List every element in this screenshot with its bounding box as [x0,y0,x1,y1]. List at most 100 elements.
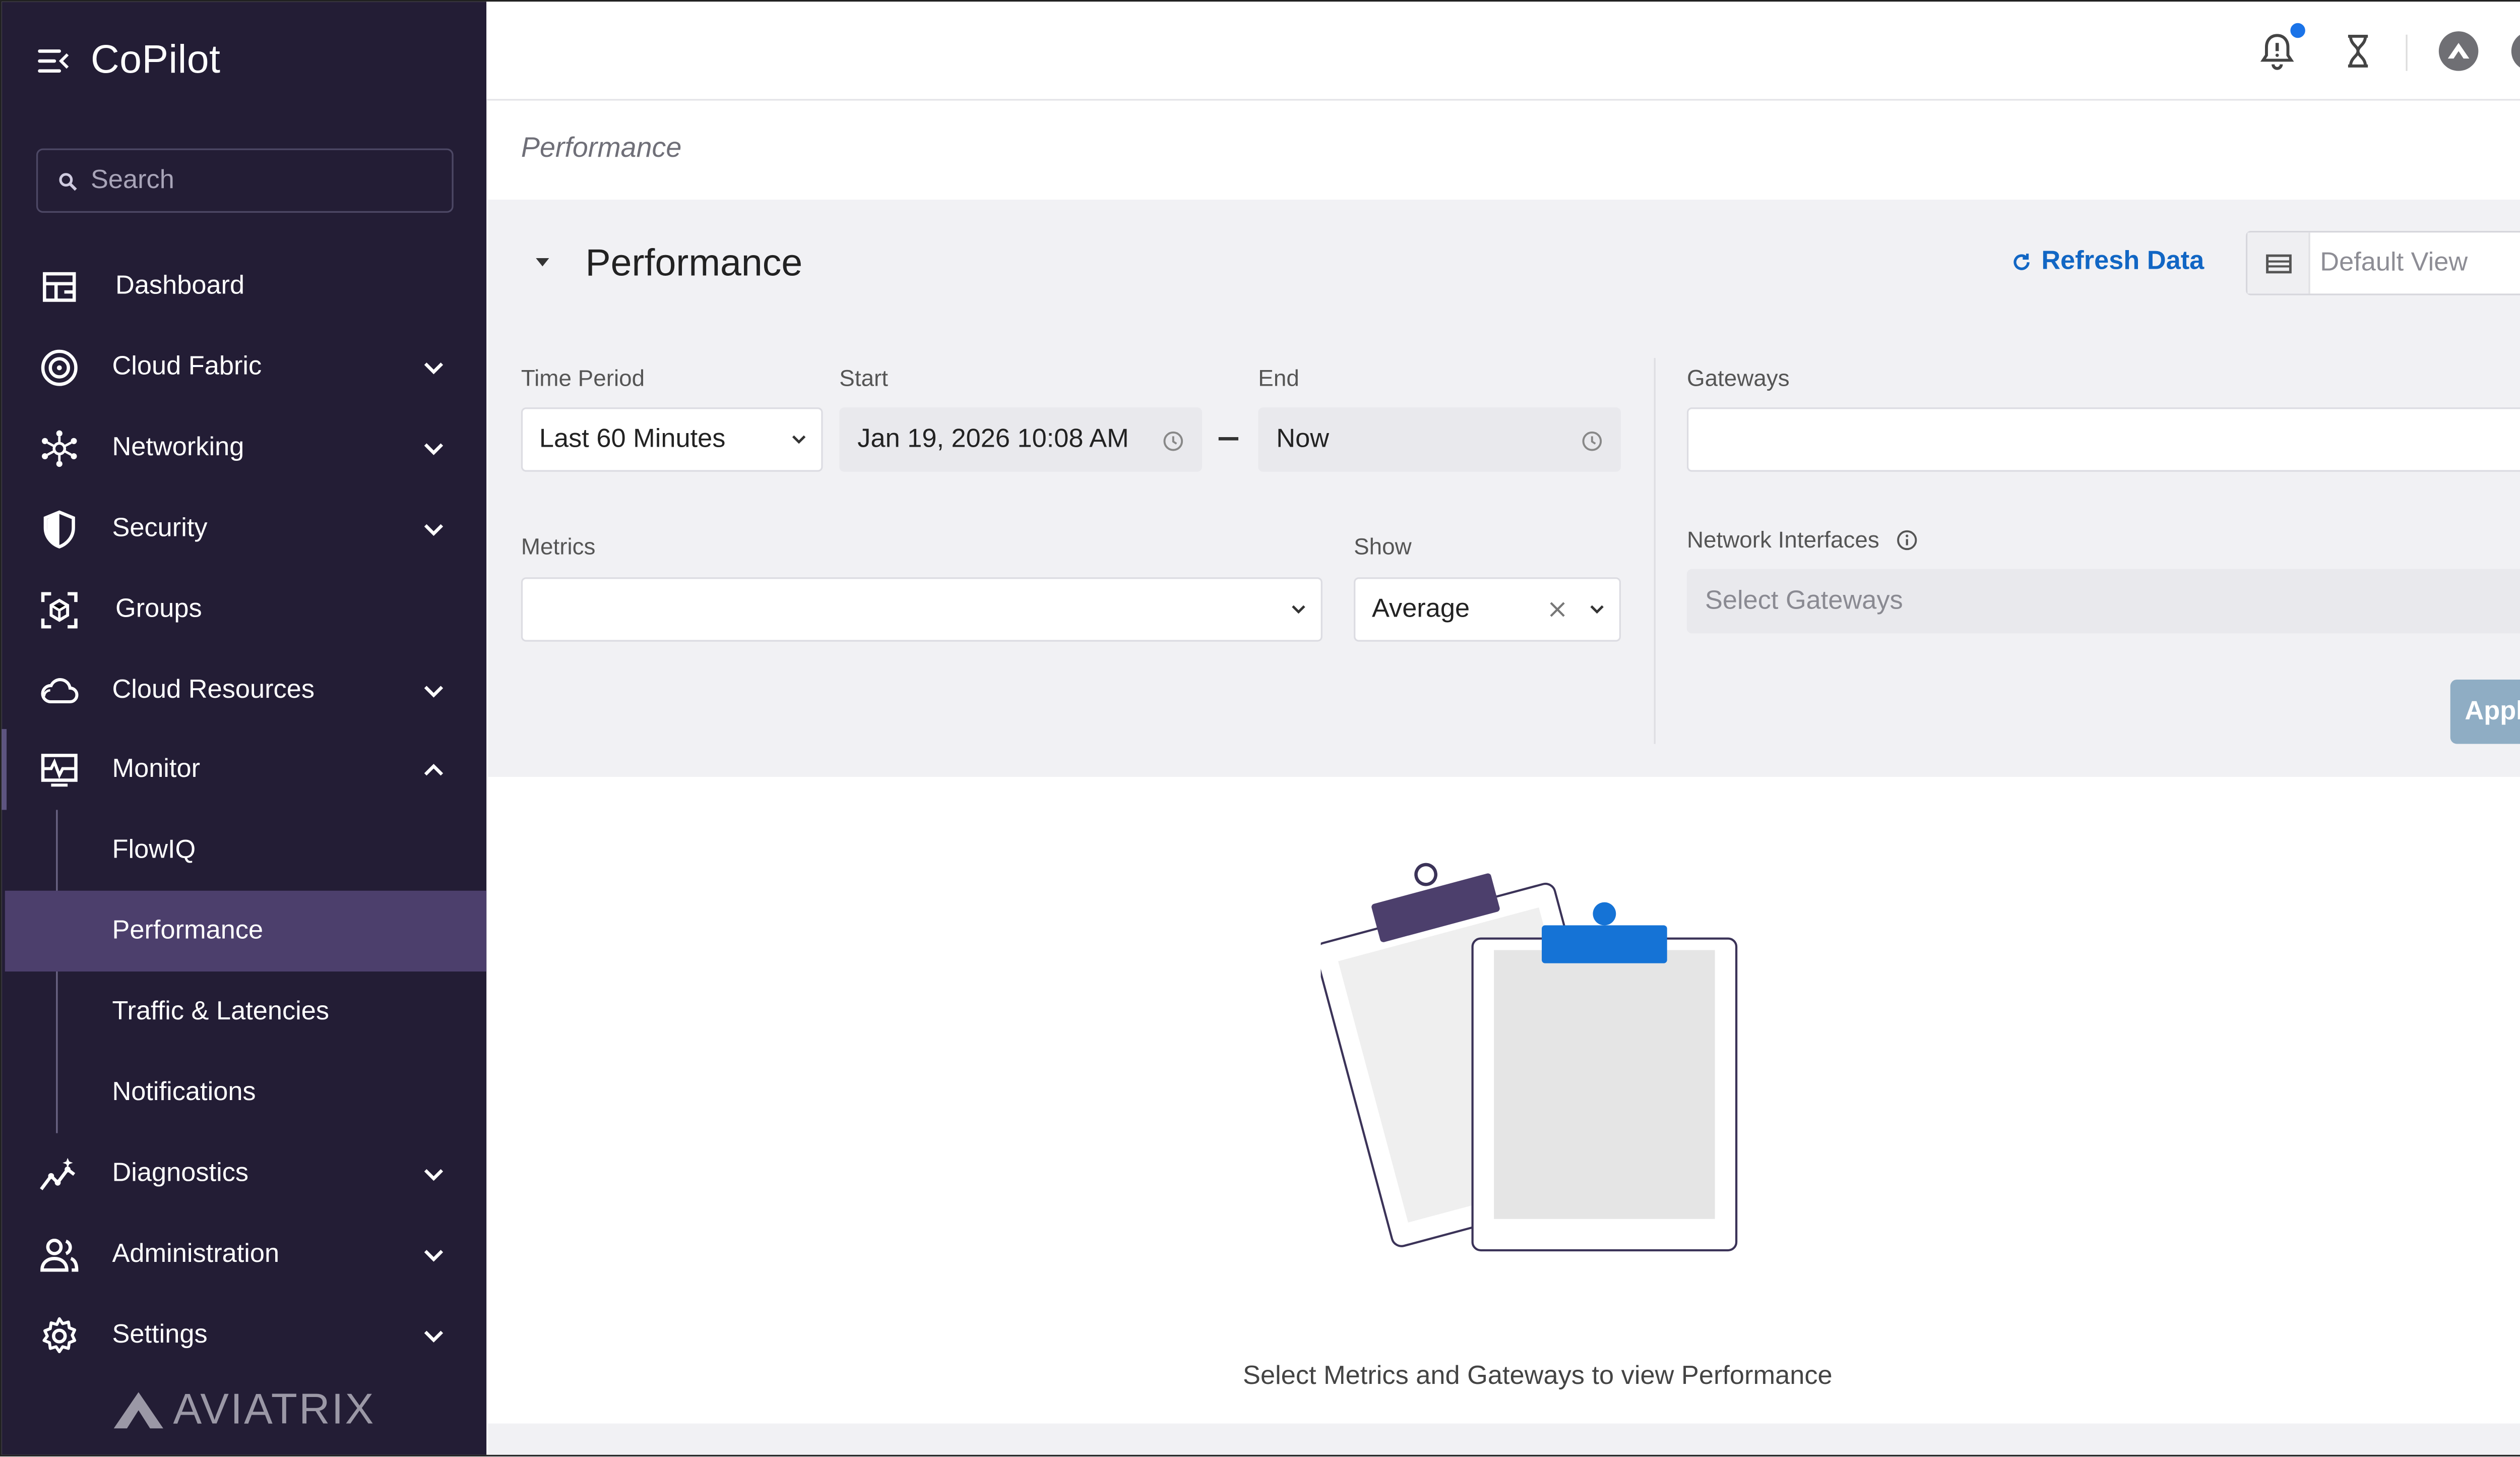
show-select[interactable]: Average [1354,577,1621,642]
chevron-down-icon [1590,605,1604,614]
sidebar-subitem-label: Traffic & Latencies [112,997,330,1025]
time-period-label: Time Period [521,365,645,391]
sidebar-item-label: Cloud Fabric [112,352,262,381]
panel-divider [1654,357,1656,744]
chevron-down-icon [424,361,444,374]
aviatrix-logo: AVIATRIX [110,1384,375,1435]
chevron-down-icon [424,685,444,697]
chevron-up-icon [424,763,444,775]
sidebar-item-label: Cloud Resources [112,675,315,704]
end-value: Now [1276,424,1330,453]
gear-icon [40,1315,80,1355]
networking-icon [40,428,80,468]
performance-panel: Performance Refresh Data Default View Ti… [488,199,2520,777]
menu-collapse-icon[interactable] [38,48,71,74]
topbar-divider [2406,34,2408,71]
aviatrix-logo-mark [113,1391,163,1428]
clock-icon [1582,431,1602,451]
start-label: Start [839,365,889,391]
sidebar-item-networking[interactable]: Networking [2,407,486,488]
top-bar: A [486,2,2520,101]
refresh-label: Refresh Data [2041,247,2204,276]
view-layout-icon [2247,232,2310,294]
dashboard-icon [40,266,80,306]
empty-state-message: Select Metrics and Gateways to view Perf… [1243,1362,1833,1391]
empty-clipboard-illustration [1320,863,1738,1252]
sidebar-item-label: Networking [112,433,244,461]
app-name: CoPilot [90,38,221,83]
cloud-fabric-icon [40,347,80,387]
brand: CoPilot [38,35,220,88]
caret-down-icon[interactable] [534,257,551,267]
time-period-value: Last 60 Minutes [539,424,726,453]
refresh-icon [2013,254,2030,270]
search-icon [59,172,77,190]
chevron-down-icon [424,1249,444,1261]
sidebar-item-diagnostics[interactable]: Diagnostics [2,1133,486,1214]
sidebar-item-label: Diagnostics [112,1159,249,1187]
monitor-indicator [2,729,7,810]
sidebar-subitem-label: Notifications [112,1078,256,1106]
sidebar-subitem-notifications[interactable]: Notifications [5,1052,486,1133]
logo-text: AVIATRIX [173,1383,375,1434]
chevron-down-icon [424,1168,444,1180]
network-interfaces-select[interactable]: Select Gateways [1686,569,2520,634]
sidebar-item-label: Monitor [112,754,201,783]
sidebar-item-security[interactable]: Security [2,488,486,569]
panel-title: Performance [585,240,803,284]
info-icon[interactable] [1896,529,1917,551]
start-datetime-field[interactable]: Jan 19, 2026 10:08 AM [839,407,1203,472]
refresh-data-button[interactable]: Refresh Data [2011,248,2204,277]
search-placeholder: Search [90,165,174,194]
clear-icon[interactable] [1548,600,1566,619]
gateways-label: Gateways [1686,365,1790,391]
search-input[interactable]: Search [36,148,454,213]
cloud-icon [40,671,80,710]
end-datetime-field[interactable]: Now [1258,407,1621,472]
time-period-select[interactable]: Last 60 Minutes [521,407,823,472]
sidebar-subitem-flowiq[interactable]: FlowIQ [5,810,486,890]
sidebar-item-monitor[interactable]: Monitor [2,729,486,810]
apply-button[interactable]: Apply [2450,679,2520,744]
chevron-down-icon [424,442,444,455]
submenu-line [56,810,58,1133]
bottom-strip [488,1423,2520,1455]
sidebar-item-administration[interactable]: Administration [2,1214,486,1295]
range-dash [1218,437,1239,440]
chevron-down-icon [424,523,444,535]
bell-icon[interactable] [2256,28,2299,75]
sidebar-item-label: Security [112,514,208,542]
sidebar-item-label: Groups [115,594,202,623]
sidebar-item-label: Dashboard [115,271,245,299]
sidebar: CoPilot Search Dashboard Cloud Fabric [2,2,487,1455]
sidebar-item-cloud-fabric[interactable]: Cloud Fabric [2,327,486,407]
sidebar-item-settings[interactable]: Settings [2,1295,486,1375]
end-label: End [1258,365,1299,391]
sidebar-item-groups[interactable]: Groups [2,569,486,650]
sidebar-subitem-label: FlowIQ [112,835,196,864]
shield-icon [40,509,80,549]
monitor-icon [40,750,80,790]
hourglass-icon[interactable] [2337,28,2379,75]
show-label: Show [1354,532,1412,560]
clock-icon [1163,431,1183,451]
avatar[interactable]: A [2511,31,2520,71]
sidebar-item-dashboard[interactable]: Dashboard [2,246,486,326]
groups-icon [40,590,80,630]
sidebar-subitem-performance[interactable]: Performance [5,890,487,972]
metrics-select[interactable] [521,577,1322,642]
aviatrix-user-icon[interactable] [2437,28,2480,75]
sidebar-item-cloud-resources[interactable]: Cloud Resources [2,650,486,731]
gateways-select[interactable] [1686,407,2520,472]
network-interfaces-label-text: Network Interfaces [1686,526,1879,553]
administration-icon [40,1235,80,1274]
chevron-down-icon [792,435,806,444]
network-interfaces-label: Network Interfaces [1687,526,1917,553]
diagnostics-icon [40,1154,80,1194]
view-select[interactable]: Default View [2246,231,2520,295]
start-value: Jan 19, 2026 10:08 AM [857,424,1129,453]
sidebar-subitem-traffic-latencies[interactable]: Traffic & Latencies [5,972,486,1052]
sidebar-item-label: Administration [112,1239,280,1268]
metrics-label: Metrics [521,532,596,560]
chevron-down-icon [424,1329,444,1342]
